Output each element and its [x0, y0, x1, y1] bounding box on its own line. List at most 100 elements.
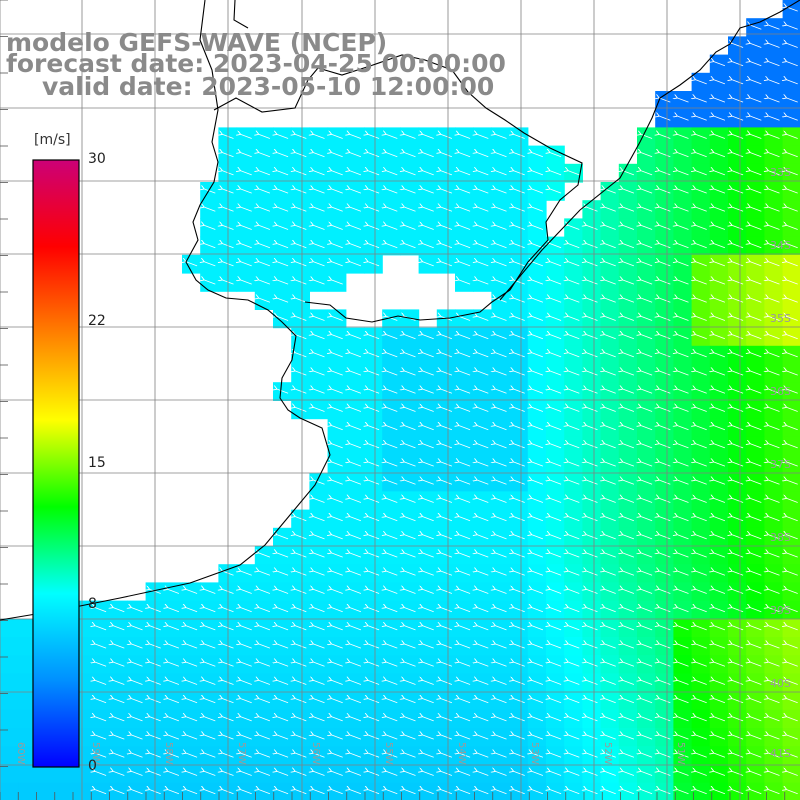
wind-arrow [258, 134, 271, 139]
wind-arrow [349, 407, 362, 412]
wind-arrow [695, 79, 707, 85]
wind-arrow [567, 553, 580, 558]
wind-arrow [604, 280, 616, 285]
wind-cell [36, 764, 56, 784]
wind-arrow [367, 134, 380, 139]
wind-arrow [549, 625, 562, 631]
wind-arrow [112, 607, 125, 613]
wind-cell [309, 491, 329, 511]
wind-cell [637, 709, 656, 729]
wind-arrow [622, 298, 635, 303]
wind-cell [382, 327, 401, 347]
wind-arrow [276, 625, 289, 631]
wind-cell [473, 691, 492, 711]
wind-cell [600, 527, 620, 547]
wind-cell [709, 600, 729, 620]
wind-cell [382, 691, 401, 711]
wind-cell [273, 637, 292, 656]
latitude-label: 34S [770, 239, 791, 252]
wind-cell [673, 600, 693, 620]
wind-cell [400, 618, 420, 638]
wind-cell [418, 764, 438, 784]
wind-arrow [313, 516, 325, 522]
wind-cell [673, 764, 693, 784]
wind-arrow [640, 371, 653, 376]
wind-cell [182, 691, 201, 711]
wind-arrow [586, 261, 598, 267]
wind-cell [436, 436, 456, 456]
wind-cell [436, 728, 456, 747]
wind-cell [655, 637, 674, 656]
wind-arrow [495, 462, 507, 467]
wind-cell [236, 655, 256, 674]
wind-cell [473, 546, 492, 565]
wind-cell [163, 637, 183, 656]
wind-cell [709, 400, 729, 420]
wind-cell [582, 364, 602, 383]
wind-arrow [786, 152, 798, 158]
wind-cell [291, 163, 310, 183]
wind-cell [673, 418, 693, 438]
wind-cell [691, 345, 711, 365]
wind-cell [655, 182, 674, 201]
wind-arrow [567, 607, 580, 613]
wind-cell [345, 582, 365, 602]
wind-arrow [713, 352, 726, 358]
wind-cell [673, 163, 693, 183]
wind-arrow [640, 207, 653, 212]
wind-cell [782, 436, 800, 456]
wind-cell [200, 182, 219, 201]
wind-arrow [713, 371, 726, 376]
wind-arrow [385, 534, 398, 540]
wind-arrow [640, 280, 653, 285]
wind-cell [491, 564, 511, 583]
wind-cell [200, 273, 219, 292]
wind-arrow [476, 207, 489, 212]
wind-cell [327, 127, 347, 147]
wind-cell [691, 200, 711, 219]
wind-cell [673, 491, 693, 511]
wind-cell [400, 564, 420, 583]
wind-cell [236, 691, 256, 711]
wind-cell [127, 673, 147, 693]
wind-arrow [367, 462, 380, 467]
wind-arrow [713, 462, 726, 467]
wind-cell [491, 509, 511, 529]
wind-arrow [404, 352, 416, 358]
wind-cell [728, 127, 747, 147]
colorbar-tick-label: 15 [88, 454, 106, 471]
wind-arrow [313, 152, 325, 158]
wind-arrow [458, 407, 471, 412]
wind-arrow [677, 280, 689, 285]
wind-cell [728, 163, 747, 183]
wind-cell [345, 418, 365, 438]
wind-cell [382, 637, 401, 656]
wind-cell [546, 345, 565, 365]
wind-cell [746, 36, 765, 56]
wind-cell [509, 546, 529, 565]
wind-cell [473, 618, 492, 638]
wind-cell [400, 200, 420, 219]
wind-cell [436, 236, 456, 256]
wind-cell [618, 527, 638, 547]
wind-cell [655, 436, 674, 456]
wind-cell [655, 382, 674, 401]
wind-arrow [531, 152, 544, 158]
wind-arrow [513, 134, 525, 139]
wind-cell [473, 527, 492, 547]
wind-arrow [749, 79, 762, 85]
wind-arrow [458, 534, 471, 540]
wind-arrow [749, 280, 762, 285]
wind-arrow [531, 625, 544, 631]
wind-cell [509, 418, 529, 438]
wind-cell [618, 273, 638, 292]
wind-cell [473, 400, 492, 420]
wind-cell [309, 709, 329, 729]
wind-cell [637, 400, 656, 420]
wind-cell [618, 236, 638, 256]
wind-arrow [786, 480, 798, 485]
wind-arrow [294, 644, 307, 649]
wind-cell [637, 200, 656, 219]
wind-cell [655, 163, 674, 183]
wind-cell [673, 382, 693, 401]
